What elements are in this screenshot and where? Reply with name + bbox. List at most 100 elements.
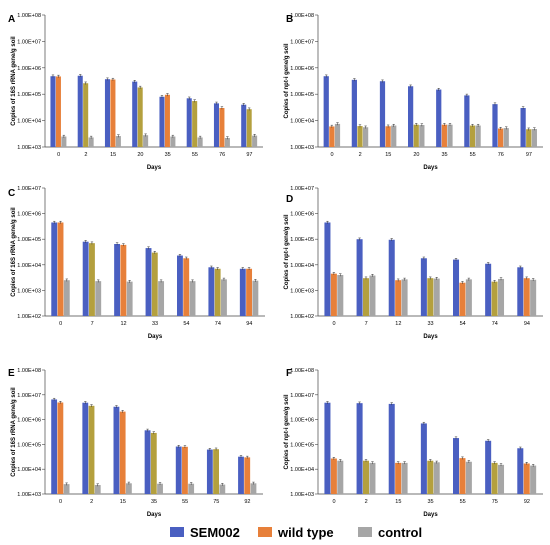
y-tick-label: 1.00E+06 bbox=[290, 418, 314, 424]
bar-wild-type bbox=[395, 462, 402, 494]
bar-sem002 bbox=[208, 267, 215, 316]
bar-wild-type bbox=[395, 280, 402, 316]
panel-label: D bbox=[286, 194, 293, 205]
x-axis-label: Days bbox=[423, 165, 438, 171]
y-tick-label: 1.00E+08 bbox=[17, 13, 41, 19]
bar-control bbox=[391, 125, 397, 147]
bar-control bbox=[419, 125, 425, 147]
x-tick-label: 33 bbox=[152, 321, 158, 327]
bar-sem002 bbox=[145, 248, 152, 316]
x-tick-label: 94 bbox=[246, 321, 252, 327]
bar-wild-type bbox=[182, 446, 188, 494]
bar-wild-type bbox=[357, 126, 363, 147]
bar-wild-type bbox=[491, 281, 498, 316]
x-tick-label: 2 bbox=[365, 499, 368, 505]
x-tick-label: 55 bbox=[182, 499, 188, 505]
bar-sem002 bbox=[420, 258, 427, 316]
x-tick-label: 55 bbox=[470, 152, 476, 158]
bar-sem002 bbox=[50, 76, 56, 147]
bar-sem002 bbox=[517, 448, 524, 494]
bar-sem002 bbox=[356, 239, 363, 316]
y-tick-label: 1.00E+02 bbox=[17, 314, 41, 320]
y-tick-label: 1.00E+03 bbox=[17, 288, 41, 294]
x-tick-label: 2 bbox=[359, 152, 362, 158]
panel-e: E 1.00E+03 1.00E+04 1.00E+05 1.00E+06 1.00E+0… bbox=[8, 368, 263, 518]
x-axis-label: Days bbox=[147, 512, 162, 518]
x-tick-label: 35 bbox=[442, 152, 448, 158]
bar-wild-type bbox=[83, 83, 89, 147]
y-tick-label: 1.00E+08 bbox=[290, 13, 314, 19]
panel-label: A bbox=[8, 14, 15, 25]
y-tick-label: 1.00E+06 bbox=[17, 66, 41, 72]
bar-sem002 bbox=[51, 399, 58, 494]
bar-sem002 bbox=[520, 108, 526, 147]
bar-control bbox=[88, 137, 94, 147]
bar-control bbox=[363, 127, 369, 147]
y-tick-label: 1.00E+03 bbox=[17, 492, 41, 498]
y-tick-label: 1.00E+06 bbox=[290, 66, 314, 72]
bar-control bbox=[61, 136, 67, 147]
x-tick-label: 92 bbox=[524, 499, 530, 505]
legend-item-sem002: SEM002 bbox=[170, 524, 240, 540]
bar-control bbox=[157, 483, 163, 494]
x-tick-label: 97 bbox=[246, 152, 252, 158]
bar-control bbox=[401, 462, 408, 494]
y-axis-label: Copies of 16S rRNA gene/g soil bbox=[11, 207, 17, 297]
legend-label-sem002: SEM002 bbox=[190, 524, 240, 540]
x-tick-label: 7 bbox=[91, 321, 94, 327]
bar-wild-type bbox=[89, 243, 95, 316]
bar-control bbox=[433, 462, 440, 494]
bar-wild-type bbox=[363, 278, 370, 316]
bar-wild-type bbox=[57, 402, 64, 494]
bar-sem002 bbox=[388, 403, 395, 494]
y-tick-label: 1.00E+04 bbox=[17, 119, 41, 125]
x-tick-label: 15 bbox=[110, 152, 116, 158]
y-axis-label: Copies of npt-i gene/g soil bbox=[284, 43, 290, 118]
x-tick-label: 55 bbox=[460, 499, 466, 505]
y-tick-label: 1.00E+07 bbox=[290, 186, 314, 192]
panel-label: C bbox=[8, 188, 15, 199]
y-tick-label: 1.00E+08 bbox=[17, 368, 41, 374]
bar-control bbox=[63, 484, 70, 494]
bar-wild-type bbox=[427, 278, 434, 316]
x-axis-label: Days bbox=[423, 512, 438, 518]
bar-wild-type bbox=[110, 79, 116, 147]
bar-control bbox=[337, 460, 344, 494]
x-tick-label: 55 bbox=[192, 152, 198, 158]
bar-control bbox=[447, 124, 453, 147]
y-axis-label: Copies of 16S rRNA gene/g soil bbox=[11, 36, 17, 126]
bar-sem002 bbox=[175, 446, 182, 494]
panel-label: F bbox=[286, 368, 292, 379]
bar-wild-type bbox=[498, 128, 504, 147]
x-tick-label: 0 bbox=[59, 321, 62, 327]
bar-control bbox=[143, 135, 149, 147]
x-tick-label: 35 bbox=[427, 499, 433, 505]
bar-sem002 bbox=[82, 402, 89, 494]
x-tick-label: 75 bbox=[213, 499, 219, 505]
bar-control bbox=[334, 123, 341, 147]
bar-sem002 bbox=[485, 440, 492, 494]
x-tick-label: 7 bbox=[365, 321, 368, 327]
bar-control bbox=[498, 278, 505, 316]
bar-sem002 bbox=[492, 104, 498, 147]
bar-wild-type bbox=[88, 405, 95, 494]
bar-wild-type bbox=[164, 94, 170, 147]
bar-control bbox=[530, 279, 537, 316]
bar-sem002 bbox=[241, 104, 247, 147]
y-tick-label: 1.00E+07 bbox=[17, 186, 41, 192]
bar-sem002 bbox=[485, 263, 492, 316]
x-tick-label: 15 bbox=[395, 499, 401, 505]
bar-wild-type bbox=[246, 109, 252, 147]
bar-sem002 bbox=[177, 255, 183, 316]
y-tick-label: 1.00E+04 bbox=[290, 119, 314, 125]
y-tick-label: 1.00E+07 bbox=[17, 39, 41, 45]
legend-swatch-wild-type bbox=[258, 527, 272, 537]
bar-wild-type bbox=[385, 126, 391, 147]
x-tick-label: 2 bbox=[90, 499, 93, 505]
y-tick-label: 1.00E+06 bbox=[17, 212, 41, 218]
bar-wild-type bbox=[57, 222, 64, 316]
bar-sem002 bbox=[324, 402, 331, 494]
y-tick-label: 1.00E+03 bbox=[17, 145, 41, 151]
bar-control bbox=[530, 465, 537, 494]
bar-sem002 bbox=[324, 222, 331, 316]
